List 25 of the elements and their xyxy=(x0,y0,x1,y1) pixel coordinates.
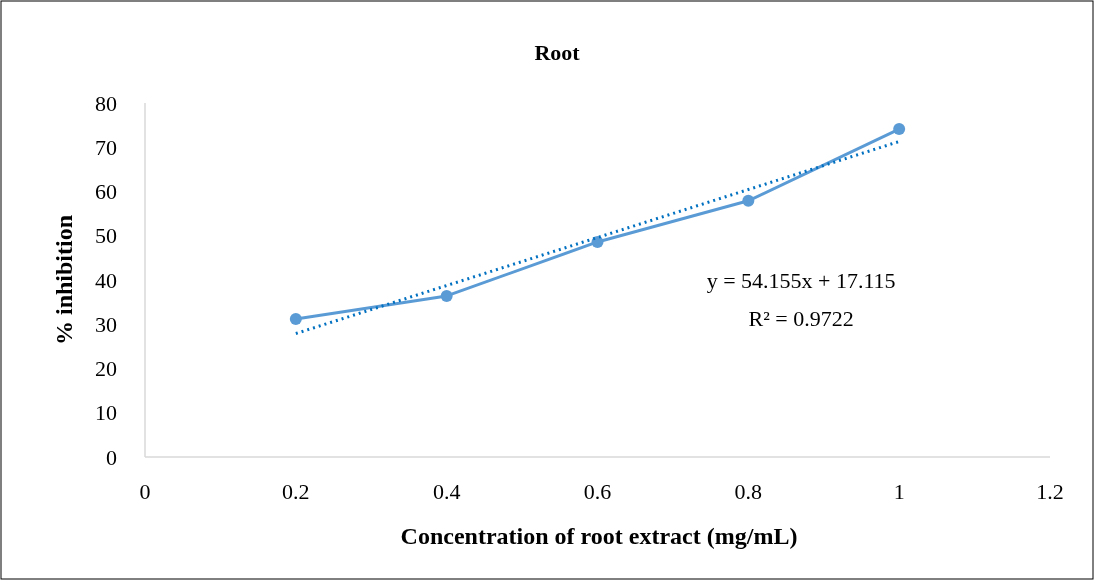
y-tick-label: 80 xyxy=(95,90,117,116)
x-axis-title: Concentration of root extract (mg/mL) xyxy=(400,523,798,549)
chart-title: Root xyxy=(534,40,581,65)
x-tick-label: 1 xyxy=(893,479,905,504)
y-tick-label: 0 xyxy=(106,444,117,470)
x-tick-label: 0.6 xyxy=(583,479,612,504)
y-tick-label: 40 xyxy=(95,267,117,293)
x-tick-label: 1.2 xyxy=(1036,479,1064,504)
annotation: y = 54.155x + 17.115 xyxy=(706,268,896,293)
point xyxy=(742,194,755,207)
y-tick-label: 70 xyxy=(95,134,117,160)
x-tick-label: 0.2 xyxy=(282,479,310,504)
x-tick-label: 0.8 xyxy=(734,479,763,504)
y-axis-title: % inhibition xyxy=(51,214,77,346)
y-tick-label: 10 xyxy=(95,400,117,426)
y-tick-label: 30 xyxy=(95,311,117,337)
y-tick-label: 50 xyxy=(95,223,117,249)
point xyxy=(289,312,302,325)
x-tick-label: 0 xyxy=(139,479,151,504)
point xyxy=(893,123,906,136)
point xyxy=(440,289,453,302)
annotation: R² = 0.9722 xyxy=(748,306,854,331)
y-tick-label: 20 xyxy=(95,356,117,382)
y-tick-label: 60 xyxy=(95,179,117,205)
x-tick-label: 0.4 xyxy=(432,479,461,504)
